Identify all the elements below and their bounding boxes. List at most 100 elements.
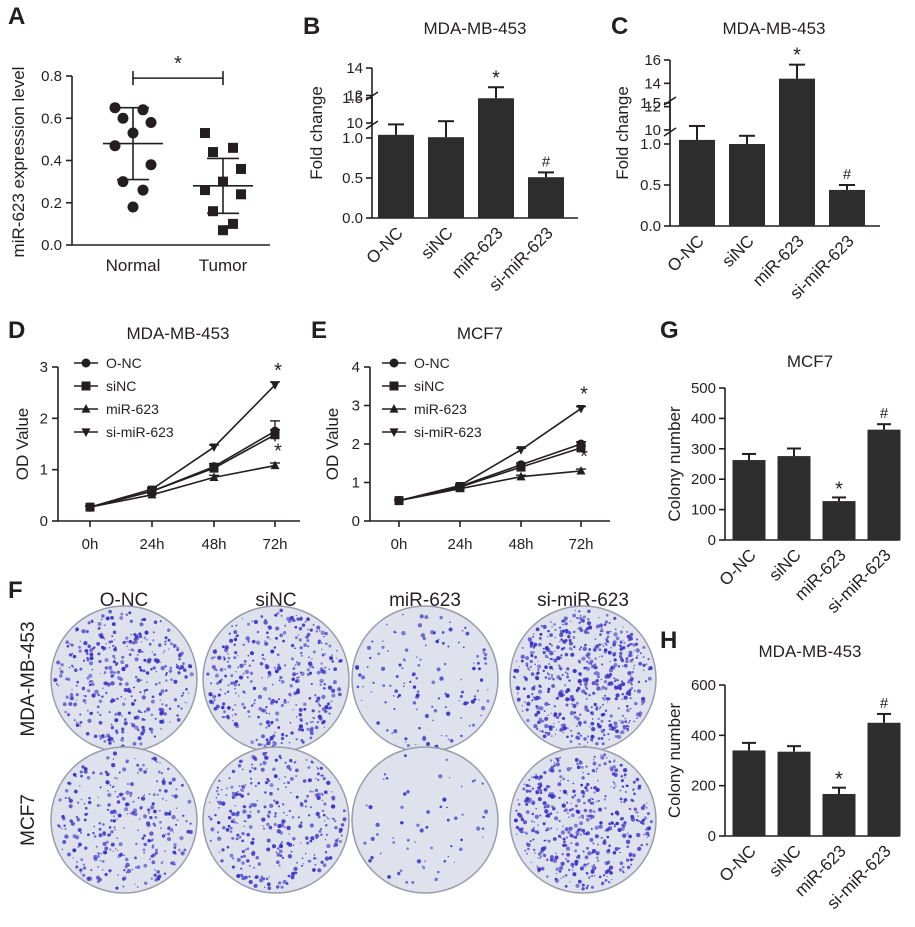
colony <box>539 849 544 854</box>
plate-dish <box>50 746 198 894</box>
colony <box>278 805 281 808</box>
colony <box>625 657 629 661</box>
colony <box>462 646 465 649</box>
colony <box>243 820 246 823</box>
colony <box>538 695 540 698</box>
colony <box>577 627 579 630</box>
colony <box>608 865 614 870</box>
colony <box>303 702 307 707</box>
colony <box>282 631 287 635</box>
colony <box>473 662 475 664</box>
colony <box>570 802 572 805</box>
colony <box>376 721 380 725</box>
colony <box>608 668 613 673</box>
colony <box>600 836 603 839</box>
colony <box>143 881 148 885</box>
colony <box>588 656 591 660</box>
x-category-label: O-NC <box>664 231 708 275</box>
colony <box>603 699 606 701</box>
colony <box>89 652 94 657</box>
bar <box>729 144 765 226</box>
colony <box>261 817 266 822</box>
colony <box>112 850 114 852</box>
colony <box>102 687 104 690</box>
colony <box>637 846 642 852</box>
colony <box>637 787 640 790</box>
x-category-label: siNC <box>417 223 456 262</box>
colony <box>278 849 283 854</box>
colony <box>589 817 593 820</box>
colony <box>251 766 254 769</box>
colony <box>113 639 116 641</box>
colony <box>583 720 587 724</box>
colony <box>178 658 181 661</box>
colony <box>224 648 229 653</box>
colony <box>300 719 303 722</box>
colony <box>72 848 77 853</box>
colony <box>241 861 245 865</box>
colony <box>179 836 184 841</box>
colony <box>314 725 319 730</box>
significance-mark: * <box>274 441 282 463</box>
colony <box>292 836 296 841</box>
colony <box>221 801 226 806</box>
colony <box>167 628 171 632</box>
colony <box>585 872 588 875</box>
series-point <box>576 443 586 453</box>
colony <box>133 650 135 652</box>
colony <box>582 850 585 853</box>
colony <box>99 673 102 675</box>
colony <box>114 657 116 660</box>
colony <box>217 820 221 825</box>
colony <box>128 653 132 657</box>
colony <box>142 763 145 767</box>
colony <box>100 618 103 621</box>
colony <box>626 644 630 648</box>
colony <box>600 688 603 691</box>
colony <box>98 821 102 825</box>
colony <box>621 714 625 717</box>
colony <box>154 848 159 852</box>
colony <box>76 628 79 631</box>
colony <box>594 638 597 641</box>
colony <box>140 641 143 643</box>
colony <box>91 668 94 671</box>
colony <box>170 678 173 681</box>
colony <box>613 772 618 778</box>
colony <box>561 673 564 677</box>
colony <box>314 793 319 797</box>
colony <box>548 642 552 646</box>
significance-mark: # <box>542 153 551 170</box>
colony <box>582 771 584 774</box>
colony <box>125 871 128 874</box>
colony <box>550 712 552 714</box>
colony <box>544 676 548 679</box>
colony <box>217 806 220 809</box>
colony <box>275 851 278 854</box>
colony <box>267 672 272 677</box>
colony <box>547 635 549 638</box>
series-line <box>398 470 582 502</box>
colony <box>306 727 310 731</box>
colony <box>166 767 170 771</box>
colony <box>73 719 76 722</box>
colony <box>590 786 593 790</box>
colony <box>64 710 67 714</box>
colony <box>150 805 155 810</box>
panel-letter-f: F <box>8 577 23 604</box>
colony <box>601 663 604 666</box>
colony <box>538 637 542 640</box>
colony <box>584 692 588 696</box>
colony <box>310 836 315 841</box>
colony <box>594 646 597 649</box>
colony <box>237 791 239 793</box>
colony <box>176 819 179 821</box>
colony <box>136 886 139 888</box>
colony <box>167 638 171 642</box>
y-axis-label: Fold change <box>613 86 632 180</box>
colony <box>559 632 564 638</box>
colony <box>277 698 280 701</box>
colony <box>131 868 134 871</box>
colony <box>602 840 607 845</box>
colony <box>646 663 648 665</box>
